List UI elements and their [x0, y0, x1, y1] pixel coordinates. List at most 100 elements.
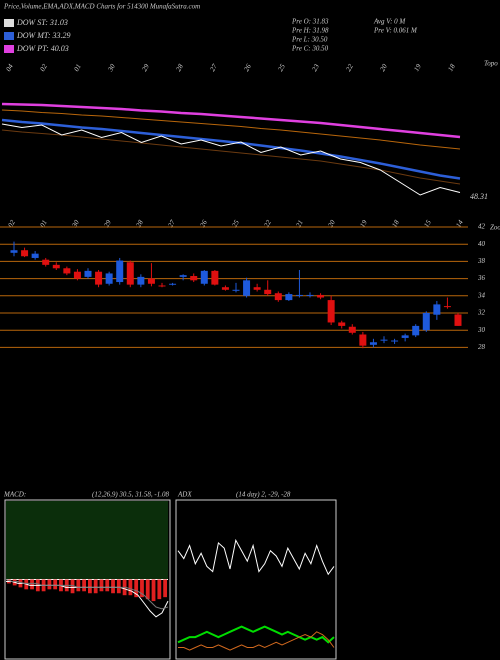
- candle-body: [454, 314, 462, 326]
- page-title: Price,Volume,EMA,ADX,MACD Charts for 514…: [3, 3, 200, 11]
- x-tick-label: 28: [134, 218, 145, 228]
- x-tick-label: 29: [102, 218, 113, 228]
- candle-body: [391, 340, 399, 342]
- info: Pre O: 31.83: [291, 18, 329, 26]
- info: Pre C: 30.50: [291, 45, 329, 53]
- x-tick-label: 15: [422, 218, 433, 228]
- x-tick-label: 18: [446, 62, 457, 72]
- x-tick-label: 25: [276, 62, 287, 72]
- y-tick-label: 28: [478, 343, 486, 351]
- legend-swatch: [4, 45, 14, 53]
- series-line: [5, 579, 169, 610]
- candle-body: [317, 294, 325, 298]
- candle-body: [253, 287, 261, 290]
- x-tick-label: 28: [174, 62, 185, 72]
- candle-body: [21, 250, 29, 257]
- legend-swatch: [4, 19, 14, 27]
- candle-body: [348, 326, 356, 333]
- candle-body: [169, 283, 177, 285]
- volume-info: Pre V: 0.061 M: [373, 27, 418, 35]
- series-line: [178, 631, 335, 651]
- x-tick-label: 01: [72, 63, 82, 73]
- candle-body: [369, 342, 377, 345]
- candle-body: [126, 262, 134, 285]
- histogram-bar: [128, 579, 133, 596]
- series-line: [1, 118, 461, 180]
- series-line: [177, 625, 335, 644]
- panel-params: (12,26,9) 30.5, 31.58, -1.08: [92, 491, 169, 499]
- histogram-bar: [134, 579, 139, 598]
- candle-body: [243, 280, 251, 296]
- x-tick-label: 18: [390, 218, 401, 228]
- series-line: [177, 538, 335, 576]
- candle-body: [42, 259, 50, 265]
- candle-body: [359, 334, 367, 346]
- x-tick-label: 25: [230, 218, 241, 228]
- histogram-bar: [88, 579, 92, 594]
- legend-swatch: [4, 32, 14, 40]
- x-tick-label: 02: [38, 62, 49, 72]
- histogram-bar: [163, 579, 167, 598]
- histogram-bar: [116, 579, 121, 594]
- candle-body: [105, 273, 113, 284]
- candle-body: [84, 270, 92, 277]
- y-tick-label: 36: [477, 274, 486, 282]
- candle-body: [63, 268, 71, 274]
- candle-body: [179, 275, 187, 277]
- candle-body: [327, 300, 335, 323]
- candle-body: [116, 260, 124, 283]
- candle-body: [306, 294, 314, 296]
- candle-body: [147, 278, 155, 284]
- y-tick-label: 42: [478, 223, 486, 231]
- legend-label: DOW ST: 31.03: [16, 18, 68, 27]
- legend-label: DOW PT: 40.03: [16, 44, 69, 53]
- corner-label: Topo: [484, 60, 498, 68]
- x-tick-label: 01: [38, 219, 48, 229]
- x-tick-label: 29: [140, 62, 151, 72]
- x-tick-label: 27: [166, 218, 177, 228]
- histogram-bar: [99, 579, 104, 592]
- x-tick-label: 14: [454, 218, 465, 228]
- candle-body: [433, 304, 441, 315]
- histogram-bar: [145, 579, 150, 600]
- candle-body: [422, 313, 430, 331]
- candle-body: [31, 253, 39, 258]
- panel-params: (14 day) 2, -29, -28: [236, 491, 291, 499]
- histogram-bar: [157, 579, 162, 600]
- x-tick-label: 20: [326, 218, 337, 228]
- histogram-bar: [111, 579, 115, 594]
- candle-body: [158, 285, 166, 287]
- info: Pre H: 31.98: [291, 27, 329, 35]
- candle-body: [401, 335, 409, 338]
- series-line: [1, 123, 461, 196]
- panel-label: MACD:: [3, 491, 26, 499]
- histogram-bar: [105, 579, 110, 592]
- candle-body: [73, 271, 81, 279]
- annotation: 48.31: [470, 192, 488, 201]
- x-tick-label: 26: [198, 218, 209, 228]
- x-tick-label: 20: [378, 62, 389, 72]
- histogram-bar: [82, 579, 86, 592]
- candle-body: [137, 276, 145, 285]
- panel-frame: [4, 499, 171, 660]
- x-tick-label: 23: [310, 62, 321, 72]
- candle-body: [95, 271, 103, 285]
- y-tick-label: 32: [477, 309, 486, 317]
- x-tick-label: 02: [6, 218, 17, 228]
- candle-body: [338, 322, 346, 326]
- candle-body: [380, 339, 388, 341]
- series-line: [1, 129, 461, 185]
- histogram-bar: [93, 579, 98, 594]
- candle-body: [443, 306, 451, 308]
- candle-body: [10, 250, 18, 253]
- series-line: [1, 102, 461, 139]
- y-tick-label: 40: [478, 240, 486, 248]
- y-tick-label: 30: [477, 326, 486, 334]
- candle-body: [274, 293, 282, 301]
- histogram-bar: [151, 579, 156, 602]
- candle-body: [285, 294, 293, 301]
- x-tick-label: 26: [242, 62, 253, 72]
- candle-body: [264, 289, 272, 295]
- panel-label: ADX: [177, 491, 192, 499]
- candle-body: [200, 270, 208, 284]
